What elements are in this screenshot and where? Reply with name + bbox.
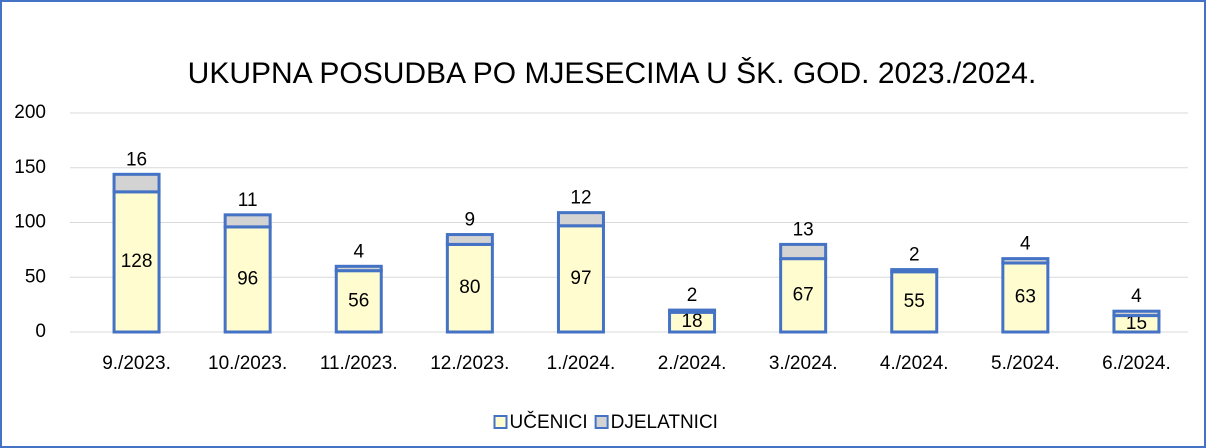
x-tick-label: 3./2024. [769, 353, 838, 374]
y-tick-label: 200 [14, 102, 46, 123]
chart-title: UKUPNA POSUDBA PO MJESECIMA U ŠK. GOD. 2… [188, 56, 1037, 90]
x-tick-label: 2./2024. [658, 353, 727, 374]
data-label: 97 [570, 268, 591, 289]
data-label: 18 [681, 311, 702, 332]
bar-segment [1112, 309, 1161, 318]
data-label: 13 [793, 219, 814, 240]
bar-segment [779, 242, 828, 261]
bar-segment [334, 264, 383, 273]
x-tick-label: 5./2024. [991, 353, 1060, 374]
data-label: 4 [1020, 234, 1031, 255]
data-label: 96 [237, 268, 258, 289]
data-label: 56 [348, 290, 369, 311]
data-label: 11 [238, 190, 258, 211]
bar-segment [668, 308, 717, 314]
x-tick-label: 1./2024. [547, 353, 616, 374]
data-label: 128 [121, 251, 153, 272]
data-label: 63 [1015, 287, 1036, 308]
data-label: 9 [465, 210, 476, 231]
legend-swatch [594, 415, 609, 429]
data-label: 4 [353, 241, 364, 262]
data-label: 4 [1131, 286, 1142, 307]
legend-label: UČENICI [510, 411, 588, 433]
data-label: 80 [459, 277, 480, 298]
legend-swatch [493, 415, 508, 429]
bar-segment [1001, 261, 1050, 334]
data-label: 16 [126, 149, 147, 170]
x-tick-label: 6./2024. [1102, 353, 1171, 374]
y-tick-label: 150 [14, 157, 46, 178]
bar-segment [1001, 257, 1050, 265]
y-tick-label: 100 [14, 212, 46, 233]
bar-segment [112, 172, 161, 194]
bar-segment [445, 233, 494, 246]
y-tick-label: 0 [35, 321, 46, 342]
y-tick-label: 50 [25, 266, 46, 287]
data-label: 2 [909, 245, 920, 266]
x-tick-label: 11./2023. [320, 353, 398, 374]
x-tick-label: 10./2023. [208, 353, 287, 374]
bar-segment [112, 190, 161, 334]
bar-segment [556, 211, 605, 228]
data-label: 15 [1126, 313, 1147, 334]
bar-segment [223, 213, 272, 229]
data-label: 12 [570, 188, 591, 209]
data-label: 2 [687, 285, 698, 306]
x-tick-label: 9./2023. [102, 353, 171, 374]
x-tick-label: 4./2024. [880, 353, 949, 374]
data-label: 55 [904, 291, 925, 312]
data-label: 67 [793, 284, 814, 305]
bar-segment [890, 268, 939, 274]
legend-label: DJELATNICI [611, 412, 718, 433]
x-tick-label: 12./2023. [430, 353, 509, 374]
